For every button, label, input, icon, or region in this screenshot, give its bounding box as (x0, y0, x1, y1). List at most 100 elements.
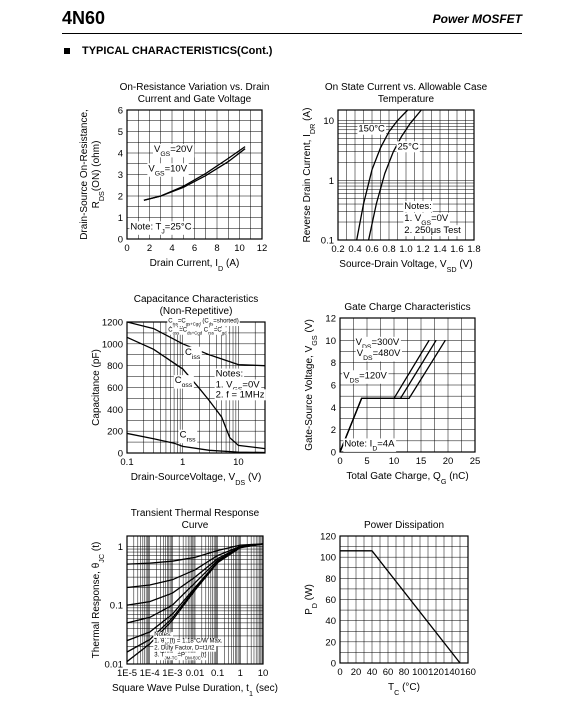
y-axis-label-group: Drain-Source On-Resistance, RDS(ON) (ohm) (79, 109, 106, 240)
plot-frame (337, 109, 475, 241)
chart-title: On-Resistance Variation vs. Drain (120, 82, 270, 93)
x-tick-label: 100 (412, 667, 428, 678)
x-tick-label: 0.1 (120, 457, 133, 468)
x-tick-label: 80 (399, 667, 410, 678)
x-tick-label: 1 (180, 457, 185, 468)
annotation-background (354, 336, 401, 351)
x-axis-label: Square Wave Pulse Duration, t1 (sec) (112, 683, 278, 698)
annotation: 25°C (398, 141, 419, 152)
annotation: 2. 250μs Test (404, 225, 461, 236)
annotation-background (167, 318, 240, 327)
x-tick-label: 0 (337, 667, 342, 678)
chart-body_diode: On State Current vs. Allowable CaseTempe… (302, 82, 488, 274)
y-tick-label: 0.01 (105, 660, 124, 671)
annotation: 1. θJC(t) = 1.18°C/W Max. (154, 639, 223, 647)
series-line-p-d (340, 550, 461, 664)
y-tick-label: 20 (325, 637, 336, 648)
part-number: 4N60 (62, 8, 106, 28)
plot-frame (126, 535, 264, 665)
annotation-background (396, 141, 420, 153)
annotation: VDS=480V (357, 348, 401, 362)
chart-title: Temperature (378, 94, 435, 105)
y-tick-label: 80 (325, 574, 336, 585)
plot-frame (339, 317, 476, 453)
x-tick-label: 1 (238, 668, 243, 679)
x-tick-label: 8 (214, 243, 219, 254)
annotation-background (214, 368, 245, 380)
annotation-background (153, 631, 173, 638)
annotation-background (403, 212, 450, 227)
y-axis-label: RDS(ON) (ohm) (91, 141, 106, 209)
annotation: Notes: (404, 201, 431, 212)
chart-title: Curve (182, 520, 209, 531)
annotation-background (184, 346, 202, 361)
y-tick-label: 2 (331, 425, 336, 436)
annotation: 1. VGS=0V (404, 213, 449, 227)
product-type: Power MOSFET (432, 12, 522, 26)
y-axis-label-group: Capacitance (pF) (91, 349, 102, 426)
chart-gate_charge: Gate Charge Characteristics 0 5 10 15 20 25 0 2 4… (304, 302, 480, 486)
plot-frame (126, 109, 263, 240)
y-tick-label: 1 (118, 213, 123, 224)
x-tick-label: 6 (192, 243, 197, 254)
y-tick-label: 0 (331, 448, 336, 459)
x-axis-label: TC (°C) (388, 682, 420, 697)
y-axis-label-group: PD (W) (304, 584, 319, 615)
y-tick-label: 120 (320, 532, 336, 543)
x-tick-label: 0.8 (382, 244, 395, 255)
annotation: VGS=10V (148, 163, 187, 177)
y-tick-label: 8 (331, 358, 336, 369)
x-tick-label: 1E-4 (140, 668, 160, 679)
y-tick-label: 4 (331, 403, 336, 414)
annotation: 150°C (358, 124, 385, 135)
y-tick-label: 40 (325, 616, 336, 627)
annotation-background (178, 429, 198, 444)
x-tick-label: 15 (416, 456, 427, 467)
y-tick-label: 12 (325, 314, 336, 325)
x-tick-label: 0.01 (186, 668, 205, 679)
x-tick-label: 1E-3 (162, 668, 182, 679)
chart-title: Gate Charge Characteristics (344, 302, 470, 313)
annotation: Coss=Cds+Cgd Crss=Cgd (168, 327, 227, 335)
series-line-25-c (367, 109, 422, 241)
series-line-v-ds-480v (339, 339, 446, 453)
x-tick-label: 0 (124, 243, 129, 254)
annotation-background (147, 163, 189, 177)
annotation: Ciss (185, 347, 201, 361)
y-tick-label: 100 (320, 553, 336, 564)
y-axis-label: Reverse Drain Current, IDR (A) (302, 108, 317, 243)
x-tick-label: 20 (351, 667, 362, 678)
annotation: Notes: (216, 369, 243, 380)
x-tick-label: 1.2 (416, 244, 429, 255)
chart-capacitance: Capacitance Characteristics(Non-Repetiti… (91, 294, 266, 487)
annotation: Note: TJ=25°C (130, 221, 191, 235)
annotation-background (403, 225, 463, 237)
x-tick-label: 10 (233, 457, 244, 468)
y-tick-label: 2 (118, 192, 123, 203)
y-tick-label: 4 (118, 149, 123, 160)
annotation: Ciss=Cgs+Cgd (Cds=shorted) (168, 319, 239, 327)
annotation: Coss (175, 375, 193, 389)
chart-rds: On-Resistance Variation vs. DrainCurrent… (79, 82, 269, 273)
x-tick-label: 1.4 (433, 244, 446, 255)
x-axis-label: Drain-SourceVoltage, VDS (V) (131, 472, 262, 487)
x-tick-label: 0.6 (365, 244, 378, 255)
x-tick-label: 60 (383, 667, 394, 678)
y-axis-label-group: Gate-Source Voltage, VGS (V) (304, 319, 319, 451)
x-tick-label: 10 (258, 668, 269, 679)
chart-title: (Non-Repetitive) (160, 306, 233, 317)
annotation: VDS=120V (343, 370, 387, 384)
x-tick-label: 25 (470, 456, 481, 467)
x-tick-label: 0 (337, 456, 342, 467)
x-tick-label: 160 (460, 667, 476, 678)
y-tick-label: 3 (118, 170, 123, 181)
x-axis-label: Drain Current, ID (A) (150, 258, 240, 273)
x-tick-label: 2 (147, 243, 152, 254)
y-axis-label: Capacitance (pF) (91, 349, 102, 426)
x-tick-label: 140 (444, 667, 460, 678)
annotation-background (153, 652, 208, 661)
y-axis-label-group: Reverse Drain Current, IDR (A) (302, 108, 317, 243)
y-axis-label: Gate-Source Voltage, VGS (V) (304, 319, 319, 451)
annotation: VDS=300V (356, 337, 400, 351)
